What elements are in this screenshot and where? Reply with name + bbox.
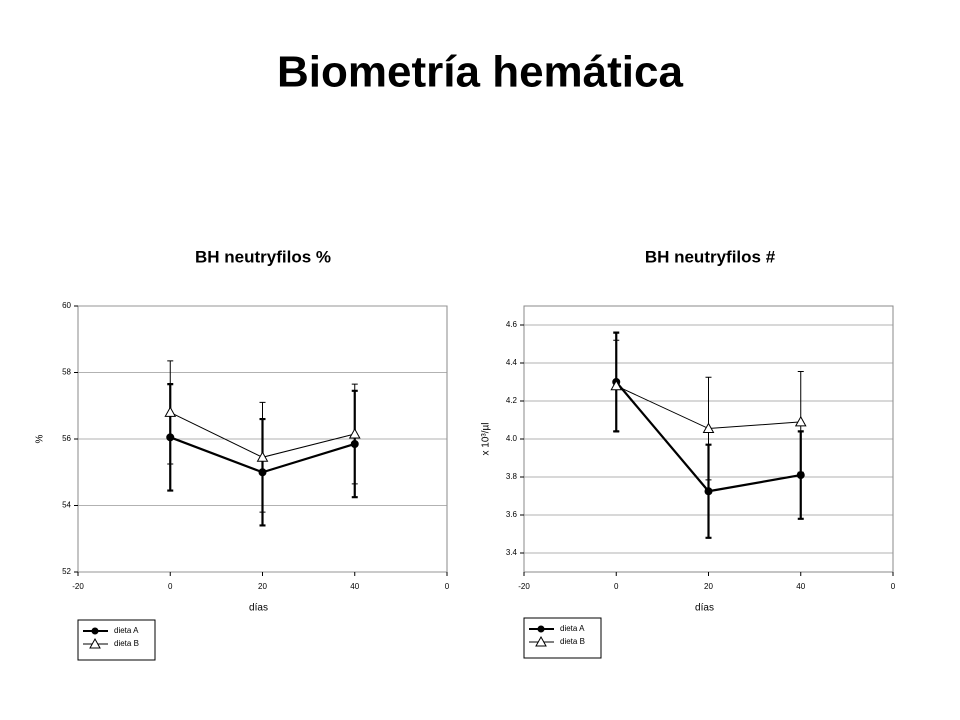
legend-label: dieta B [114,639,139,648]
y-tick-label: 3.8 [506,472,518,481]
y-tick-label: 56 [62,434,71,443]
chart-title: BH neutryfilos # [645,247,776,266]
legend-label: dieta A [560,624,585,633]
legend-marker [537,625,545,633]
y-tick-label: 4.2 [506,396,518,405]
y-tick-label: 4.6 [506,320,518,329]
legend-marker [91,627,99,635]
y-tick-label: 3.4 [506,548,518,557]
x-tick-label: 0 [445,582,450,591]
y-tick-label: 52 [62,567,71,576]
data-point [704,487,713,496]
x-tick-label: -20 [72,582,84,591]
y-axis-label: x 10³/µl [481,423,492,456]
x-tick-label: 20 [258,582,267,591]
y-tick-label: 4.0 [506,434,518,443]
data-point [164,406,177,417]
legend [77,619,156,661]
x-tick-label: 0 [168,582,173,591]
y-tick-label: 58 [62,368,71,377]
y-axis-label: % [35,434,46,443]
legend-marker [535,635,547,647]
y-tick-label: 4.4 [506,358,518,367]
chart-title: BH neutryfilos % [195,247,331,266]
data-point [256,451,269,462]
data-point [702,422,715,434]
legend-label: dieta A [114,626,139,635]
x-tick-label: 0 [891,582,896,591]
x-tick-label: 0 [614,582,619,591]
legend-marker [89,637,101,649]
x-tick-label: 40 [350,582,359,591]
legend [523,617,602,659]
x-tick-label: -20 [518,582,530,591]
y-tick-label: 54 [62,501,71,510]
data-point [794,415,807,427]
legend-label: dieta B [560,637,585,646]
data-point [348,427,361,439]
y-tick-label: 60 [62,301,71,310]
x-tick-label: 20 [704,582,713,591]
data-point [610,379,623,391]
y-tick-label: 3.6 [506,510,518,519]
x-axis-label: días [249,603,268,614]
x-axis-label: días [695,603,714,614]
x-tick-label: 40 [796,582,805,591]
slide-title: Biometría hemática [277,48,683,97]
